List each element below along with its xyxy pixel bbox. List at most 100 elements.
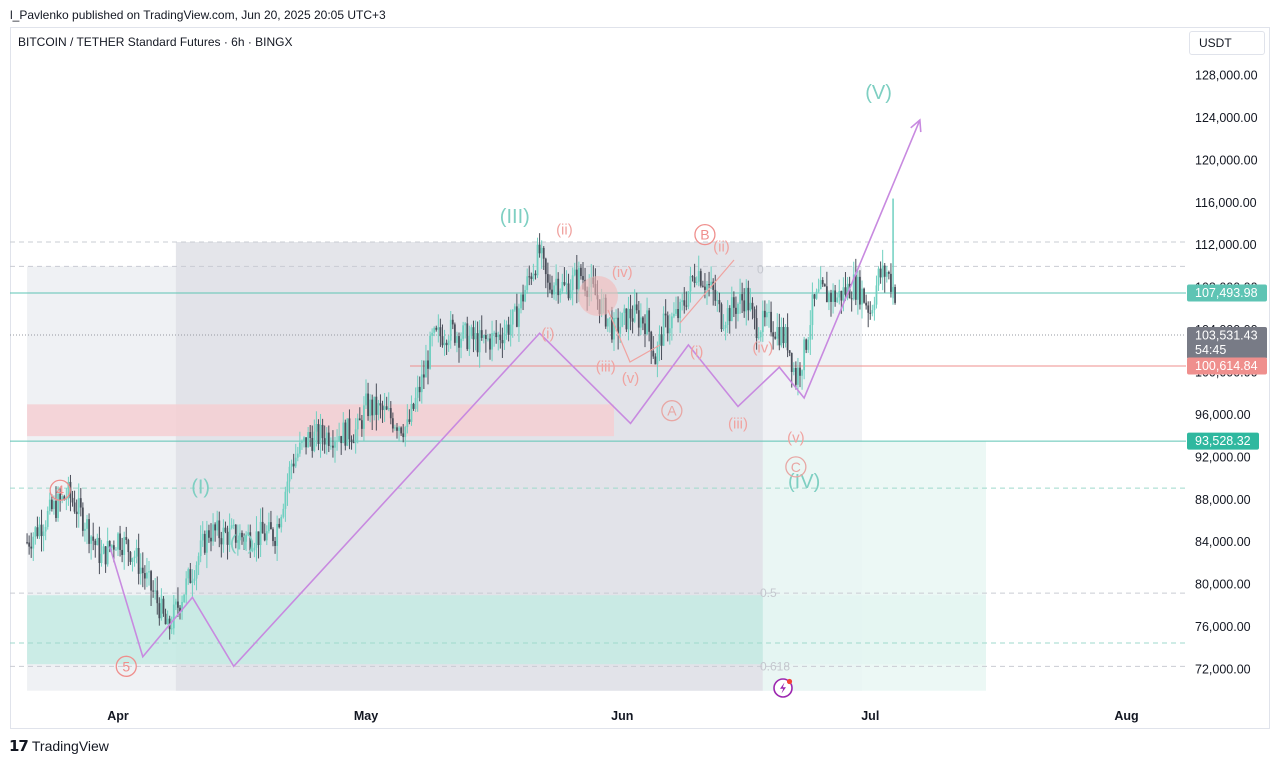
- candle-body: [493, 332, 496, 334]
- candle-body: [371, 399, 374, 416]
- wave-labels-layer: (III)(I)(II)(IV)(V)(ii)(i)(iv)(iii)(v)(i…: [49, 82, 892, 677]
- candle-body: [298, 442, 301, 454]
- candle-body: [573, 269, 576, 276]
- currency-button[interactable]: USDT: [1189, 31, 1265, 55]
- candle-body: [613, 317, 615, 340]
- candle-body: [267, 522, 270, 532]
- candle-body: [859, 276, 861, 305]
- candle-body: [98, 537, 101, 564]
- candle-body: [296, 453, 299, 458]
- candle-body: [57, 493, 59, 519]
- wave-label-sub: (iii): [728, 416, 748, 433]
- candle-body: [311, 437, 314, 451]
- candle-body: [794, 368, 797, 385]
- candle-body: [458, 336, 460, 348]
- candle-body: [272, 529, 274, 542]
- candle-body: [563, 282, 566, 285]
- candle-body: [639, 317, 642, 328]
- candle-body: [346, 418, 349, 446]
- candle-body: [28, 542, 31, 547]
- candle-body: [834, 290, 837, 302]
- candle-body: [780, 326, 783, 346]
- y-tick-label: 112,000.00: [1195, 238, 1257, 252]
- symbol-title[interactable]: BITCOIN / TETHER Standard Futures · 6h ·…: [18, 35, 293, 49]
- candle-body: [391, 418, 394, 429]
- x-tick-label: Apr: [107, 709, 129, 723]
- y-tick-label: 72,000.00: [1195, 663, 1251, 677]
- candle-body: [797, 367, 799, 385]
- candle-body: [687, 291, 690, 307]
- candle-body: [350, 439, 353, 443]
- candle-body: [321, 424, 324, 439]
- candle-body: [873, 304, 876, 311]
- candle-body: [520, 294, 522, 309]
- candle-body: [567, 283, 570, 299]
- tradingview-logo[interactable]: 𝟭𝟳 TradingView: [9, 737, 109, 755]
- candle-body: [782, 326, 785, 344]
- candle-body: [580, 267, 582, 277]
- candle-body: [408, 419, 411, 422]
- candle-body: [292, 463, 295, 467]
- candle-body: [718, 300, 721, 305]
- candle-body: [879, 268, 882, 278]
- candle-body: [36, 527, 39, 537]
- candle-body: [617, 317, 620, 334]
- candle-body: [385, 406, 388, 410]
- y-tick-label: 120,000.00: [1195, 153, 1258, 167]
- candle-body: [294, 457, 297, 467]
- candle-body: [284, 491, 287, 509]
- candle-body: [561, 282, 564, 291]
- candle-body: [431, 332, 434, 336]
- candle-body: [383, 406, 386, 411]
- candle-body: [131, 558, 134, 562]
- candle-body: [117, 533, 119, 550]
- candle-body: [557, 278, 560, 296]
- candle-body: [389, 408, 392, 419]
- candle-body: [203, 533, 206, 553]
- candle-body: [210, 537, 212, 542]
- y-tick-label: 92,000.00: [1195, 450, 1251, 464]
- candle-body: [317, 423, 320, 444]
- candle-body: [623, 308, 626, 314]
- candle-body: [890, 273, 892, 292]
- candle-body: [691, 276, 694, 278]
- candle-body: [236, 540, 239, 543]
- candle-body: [869, 312, 872, 314]
- candle-body: [247, 532, 250, 535]
- candle-body: [670, 316, 673, 329]
- candle-body: [278, 523, 281, 528]
- candle-body: [685, 305, 688, 307]
- candle-body: [852, 274, 855, 300]
- candle-body: [778, 327, 781, 346]
- candle-body: [327, 432, 330, 446]
- candle-body: [511, 309, 514, 325]
- candle-body: [631, 318, 634, 322]
- candle-body: [536, 244, 539, 276]
- candle-body: [759, 332, 762, 338]
- candle-body: [784, 327, 787, 344]
- candle-body: [534, 273, 537, 276]
- candle-body: [553, 285, 555, 295]
- candle-body: [239, 532, 241, 541]
- candle-body: [526, 276, 529, 290]
- candle-body: [34, 527, 37, 537]
- y-tick-label: 116,000.00: [1195, 196, 1257, 210]
- candle-body: [495, 332, 498, 338]
- candle-body: [774, 336, 777, 339]
- candle-body: [854, 274, 857, 300]
- candle-body: [404, 427, 407, 438]
- wave-label-sub: (v): [787, 430, 805, 447]
- candle-body: [191, 580, 194, 583]
- candle-body: [313, 431, 316, 451]
- candle-body: [732, 297, 735, 308]
- lightning-icon[interactable]: [773, 678, 793, 698]
- candle-body: [245, 534, 248, 542]
- candle-body: [544, 258, 547, 275]
- candle-body: [218, 520, 221, 539]
- candle-body: [427, 360, 429, 369]
- candle-body: [336, 440, 338, 442]
- candle-body: [505, 324, 508, 333]
- y-tick-label: 96,000.00: [1195, 408, 1251, 422]
- x-tick-label: May: [354, 709, 378, 723]
